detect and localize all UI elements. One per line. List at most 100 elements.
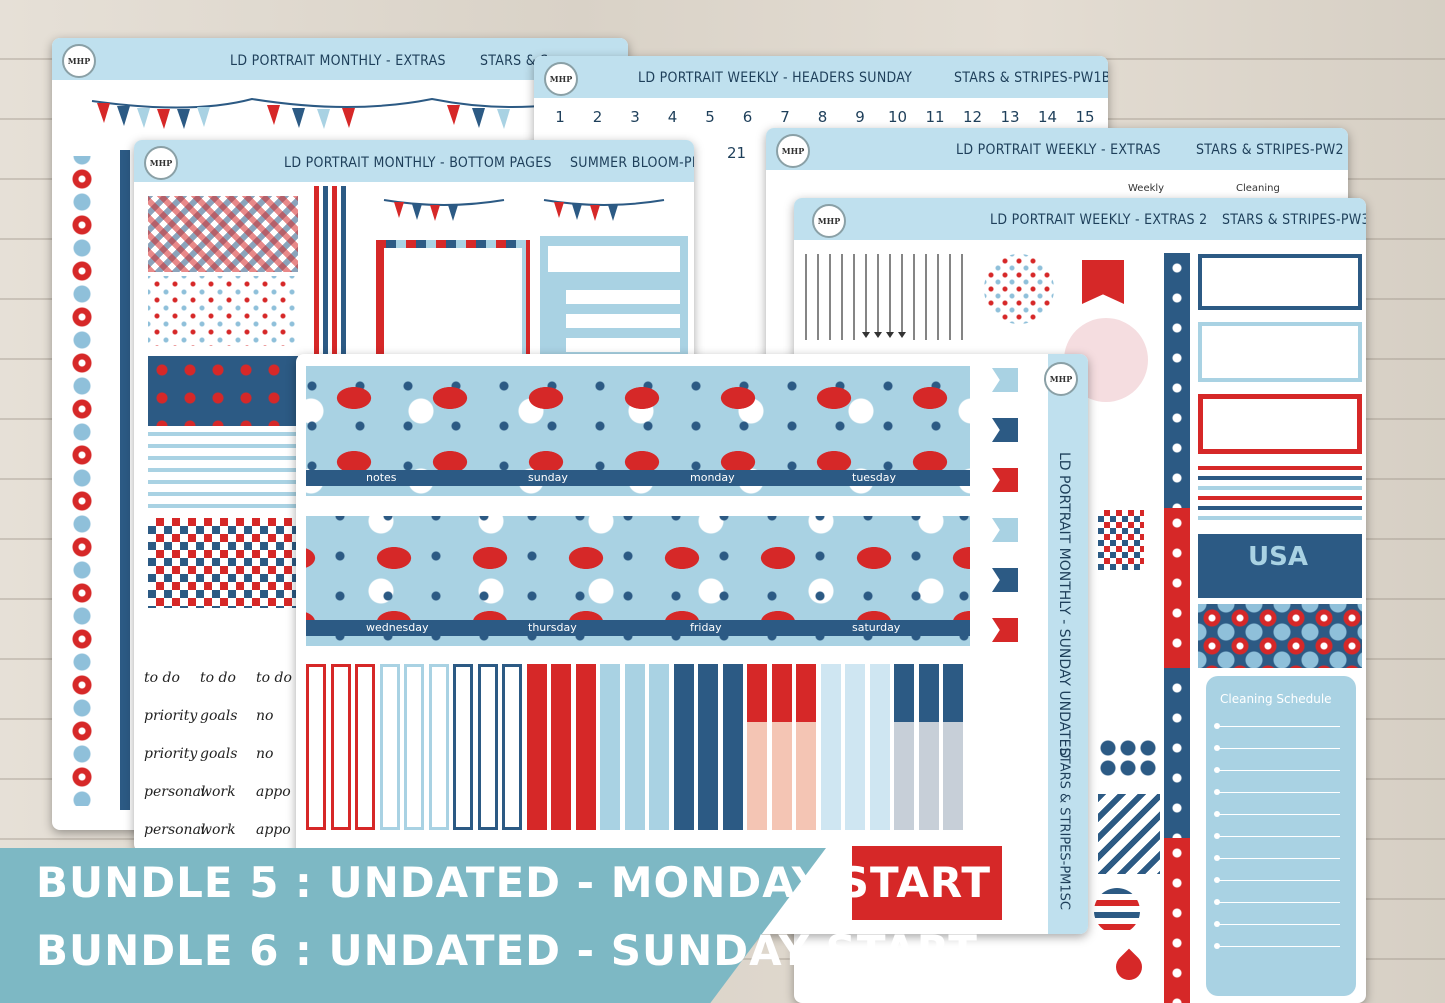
checklist-box-sticker bbox=[894, 664, 914, 830]
cleaning-line bbox=[1214, 877, 1340, 883]
checklist-box-sticker bbox=[943, 664, 963, 830]
date-number: 12 bbox=[962, 108, 983, 126]
checklist-box-sticker bbox=[575, 664, 596, 830]
date-number: 13 bbox=[1000, 108, 1020, 126]
notes-box bbox=[540, 236, 688, 366]
script-word: work bbox=[200, 784, 236, 800]
sheet-header bbox=[794, 198, 1366, 240]
script-word: appo bbox=[256, 822, 291, 838]
script-word: to do bbox=[256, 670, 292, 686]
cleaning-line bbox=[1214, 745, 1340, 751]
flag-tab-sticker bbox=[992, 568, 1018, 592]
cleaning-line bbox=[1214, 789, 1340, 795]
cleaning-line bbox=[1214, 833, 1340, 839]
bullet-dot bbox=[1214, 723, 1220, 729]
usa-text: USA bbox=[1248, 542, 1308, 572]
checker-box bbox=[376, 240, 530, 370]
checklist-box-sticker bbox=[600, 664, 620, 830]
checklist-box-sticker bbox=[820, 664, 841, 830]
checkmark-circles bbox=[1098, 738, 1160, 778]
date-number: 14 bbox=[1037, 108, 1058, 126]
date-number: 2 bbox=[592, 108, 603, 126]
checklist-box-sticker bbox=[771, 664, 792, 830]
stars-circle bbox=[984, 254, 1054, 324]
bullet-dot bbox=[1214, 877, 1220, 883]
cleaning-line bbox=[1214, 767, 1340, 773]
bullet-dot bbox=[1214, 789, 1220, 795]
script-word: priority bbox=[144, 708, 198, 724]
script-word: to do bbox=[144, 670, 180, 686]
banner-line-1: BUNDLE 5 : UNDATED - MONDAY START bbox=[36, 858, 991, 907]
arrow-line-stickers bbox=[805, 254, 963, 340]
mhp-logo: MHP bbox=[1044, 362, 1078, 396]
checklist-box-sticker bbox=[526, 664, 547, 830]
floral-column-red bbox=[1164, 508, 1190, 668]
sheet-title: LD PORTRAIT WEEKLY - EXTRAS bbox=[956, 142, 1161, 158]
checklist-box-sticker bbox=[698, 664, 718, 830]
sheet-code: SUMMER BLOOM-PM3 bbox=[570, 155, 694, 171]
date-number: 8 bbox=[817, 108, 828, 126]
side-header bbox=[1048, 354, 1088, 934]
day-label: saturday bbox=[852, 621, 901, 634]
date-number: 7 bbox=[780, 108, 790, 126]
checklist-box-sticker bbox=[306, 664, 326, 830]
mhp-logo: MHP bbox=[62, 44, 96, 78]
day-label: friday bbox=[690, 621, 722, 634]
day-label: tuesday bbox=[852, 471, 897, 484]
cleaning-line bbox=[1214, 899, 1340, 905]
side-code: STARS & STRIPES-PM1SC bbox=[1056, 747, 1072, 910]
mhp-logo: MHP bbox=[776, 134, 810, 168]
cleaning-line bbox=[1214, 921, 1340, 927]
checklist-box-row bbox=[306, 664, 1046, 832]
bullet-dot bbox=[1214, 833, 1220, 839]
script-word: appo bbox=[256, 784, 291, 800]
date-number: 11 bbox=[925, 108, 945, 126]
stripe-lines bbox=[1198, 466, 1362, 526]
day-label-bar-top: notes sunday monday tuesday bbox=[306, 470, 970, 486]
script-word: no bbox=[256, 746, 274, 762]
checklist-box-sticker bbox=[355, 664, 375, 830]
mhp-logo: MHP bbox=[144, 146, 178, 180]
bunting-decoration bbox=[91, 97, 593, 129]
checklist-box-sticker bbox=[330, 664, 351, 830]
sheet-title: LD PORTRAIT MONTHLY - BOTTOM PAGES bbox=[284, 155, 552, 171]
sheet-code: STARS & S bbox=[480, 53, 549, 69]
bullet-dot bbox=[1214, 921, 1220, 927]
stars-strip bbox=[148, 276, 298, 346]
mhp-logo: MHP bbox=[812, 204, 846, 238]
date-number: 5 bbox=[705, 108, 715, 126]
checklist-box-sticker bbox=[673, 664, 694, 830]
cleaning-title: Cleaning Schedule bbox=[1220, 692, 1332, 706]
checklist-box-sticker bbox=[747, 664, 767, 830]
sheet-title: LD PORTRAIT WEEKLY - HEADERS SUNDAY bbox=[638, 70, 913, 86]
checklist-box-sticker bbox=[722, 664, 743, 830]
checker-tabs bbox=[1098, 510, 1144, 570]
sheet-header bbox=[766, 128, 1348, 170]
side-title: LD PORTRAIT MONTHLY - SUNDAY UNDATED bbox=[1056, 452, 1072, 759]
floral-strip bbox=[64, 156, 100, 806]
flag-tab-sticker bbox=[992, 468, 1018, 492]
stripe-washi bbox=[148, 432, 298, 512]
peek-label-cleaning: Cleaning bbox=[1236, 183, 1280, 194]
bunting-decoration bbox=[383, 199, 665, 221]
date-number: 4 bbox=[667, 108, 678, 126]
day-label: sunday bbox=[528, 471, 568, 484]
checklist-box-sticker bbox=[428, 664, 449, 830]
red-box bbox=[1198, 394, 1362, 454]
flag-tab-sticker bbox=[992, 618, 1018, 642]
red-flag-sticker bbox=[1082, 260, 1124, 304]
checklist-box-sticker bbox=[379, 664, 400, 830]
flag-tab-column bbox=[988, 364, 1024, 654]
script-word: to do bbox=[200, 670, 236, 686]
script-word-stickers: to do to do to do priority goals no priority go… bbox=[144, 670, 304, 850]
checklist-box-sticker bbox=[649, 664, 669, 830]
mhp-logo: MHP bbox=[544, 62, 578, 96]
checklist-box-sticker bbox=[624, 664, 645, 830]
bullet-dot bbox=[1214, 745, 1220, 751]
bullet-dot bbox=[1214, 899, 1220, 905]
floral-washi bbox=[148, 356, 298, 426]
checklist-box-sticker bbox=[502, 664, 522, 830]
cleaning-line bbox=[1214, 723, 1340, 729]
bullet-dot bbox=[1214, 767, 1220, 773]
peek-label-weekly: Weekly bbox=[1128, 183, 1165, 194]
